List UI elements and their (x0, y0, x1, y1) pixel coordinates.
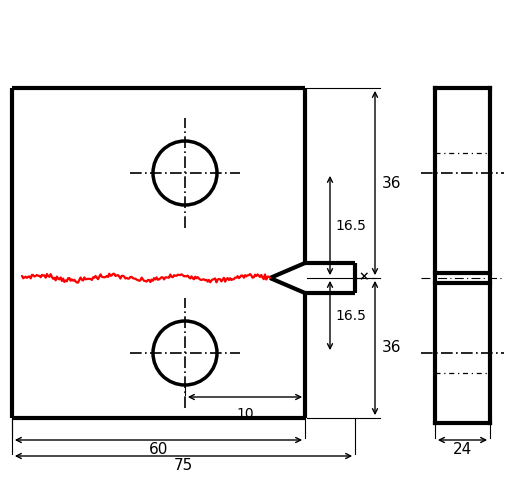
Text: ×: × (358, 271, 369, 283)
Text: ×: × (359, 271, 369, 283)
Text: 10: 10 (236, 407, 254, 421)
Text: 24: 24 (453, 442, 472, 457)
Text: 60: 60 (149, 442, 168, 457)
Text: 36: 36 (382, 175, 402, 191)
Text: 75: 75 (174, 458, 193, 473)
Text: 16.5: 16.5 (335, 218, 366, 232)
Text: 16.5: 16.5 (335, 308, 366, 323)
Text: 36: 36 (382, 340, 402, 356)
